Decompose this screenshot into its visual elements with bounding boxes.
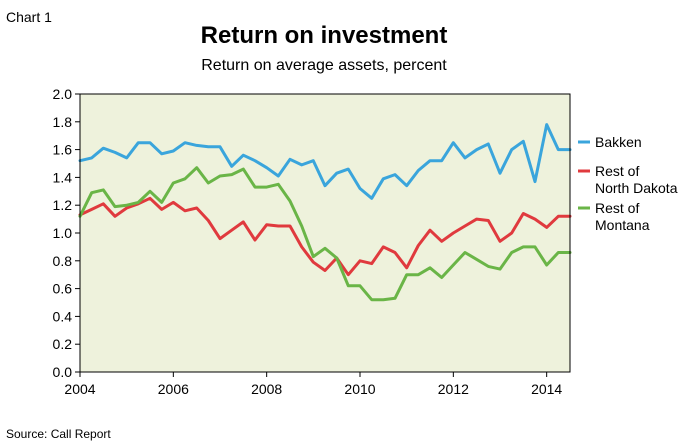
x-tick-label: 2014 <box>531 381 562 397</box>
legend-label-rest-of-north-dakota: Rest of <box>595 163 639 179</box>
y-tick-label: 0.8 <box>53 253 73 269</box>
chart-subtitle: Return on average assets, percent <box>201 57 447 74</box>
y-tick-label: 0.4 <box>53 308 73 324</box>
x-tick-label: 2010 <box>344 381 375 397</box>
x-tick-label: 2008 <box>251 381 282 397</box>
y-tick-label: 2.0 <box>53 86 73 102</box>
legend-label-rest-of-montana: Montana <box>595 217 650 233</box>
y-tick-label: 1.4 <box>53 169 73 185</box>
series-line-bakken <box>78 123 572 200</box>
plot-area <box>80 94 570 372</box>
y-tick-label: 1.0 <box>53 225 73 241</box>
y-tick-label: 0.6 <box>53 281 73 297</box>
legend-label-rest-of-north-dakota: North Dakota <box>595 180 678 196</box>
source-note: Source: Call Report <box>6 427 111 441</box>
x-tick-label: 2006 <box>158 381 189 397</box>
y-tick-label: 1.2 <box>53 197 73 213</box>
chart-label: Chart 1 <box>6 9 52 25</box>
x-tick-label: 2004 <box>64 381 95 397</box>
legend-label-rest-of-montana: Rest of <box>595 200 639 216</box>
y-tick-label: 0.2 <box>53 336 73 352</box>
series-line-rest-of-montana <box>78 166 572 302</box>
legend-label-bakken: Bakken <box>595 134 642 150</box>
series-line-rest-of-north-dakota <box>78 196 572 277</box>
y-tick-label: 1.8 <box>53 114 73 130</box>
y-tick-label: 0.0 <box>53 364 73 380</box>
y-tick-label: 1.6 <box>53 142 73 158</box>
series-layer <box>78 123 572 302</box>
axes: 0.0 0.2 0.4 0.6 0.8 1.0 1.2 1.4 1.6 1.8 2.0 2004 200… <box>53 86 563 397</box>
x-tick-label: 2012 <box>438 381 469 397</box>
chart-title: Return on investment <box>201 22 448 49</box>
